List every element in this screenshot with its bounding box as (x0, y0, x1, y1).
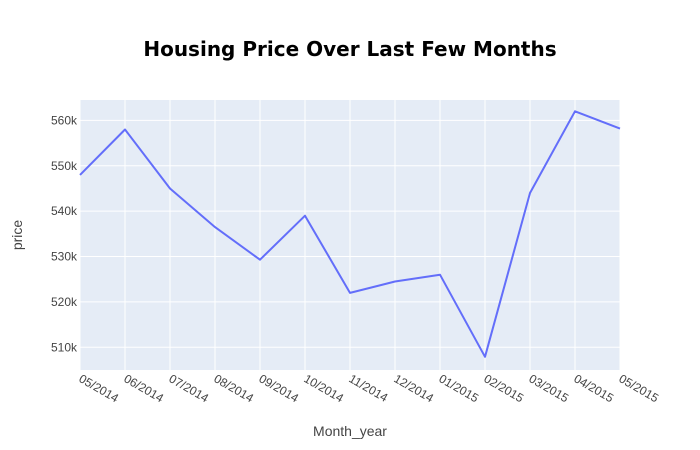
y-tick-label: 560k (51, 113, 78, 127)
y-tick-label: 520k (51, 295, 78, 309)
y-axis-label: price (9, 220, 25, 251)
data-point[interactable] (302, 213, 308, 219)
data-point[interactable] (527, 190, 533, 196)
data-point[interactable] (617, 126, 623, 132)
x-axis-label: Month_year (313, 423, 387, 439)
data-point[interactable] (257, 257, 263, 263)
y-tick-label: 540k (51, 204, 78, 218)
data-point[interactable] (482, 354, 488, 360)
data-point[interactable] (392, 279, 398, 285)
series-group (77, 108, 623, 360)
data-point[interactable] (167, 185, 173, 191)
data-point[interactable] (437, 272, 443, 278)
y-tick-label: 550k (51, 159, 78, 173)
chart-title: Housing Price Over Last Few Months (143, 37, 556, 61)
y-axis-ticks: 510k 520k 530k 540k 550k 560k (51, 113, 78, 354)
data-point[interactable] (572, 108, 578, 114)
data-point[interactable] (77, 172, 83, 178)
y-tick-label: 510k (51, 340, 78, 354)
grid-lines (79, 100, 621, 370)
series-line-price (79, 110, 621, 358)
data-point[interactable] (347, 290, 353, 296)
data-point[interactable] (212, 224, 218, 230)
y-tick-label: 530k (51, 250, 78, 264)
data-point[interactable] (122, 126, 128, 132)
